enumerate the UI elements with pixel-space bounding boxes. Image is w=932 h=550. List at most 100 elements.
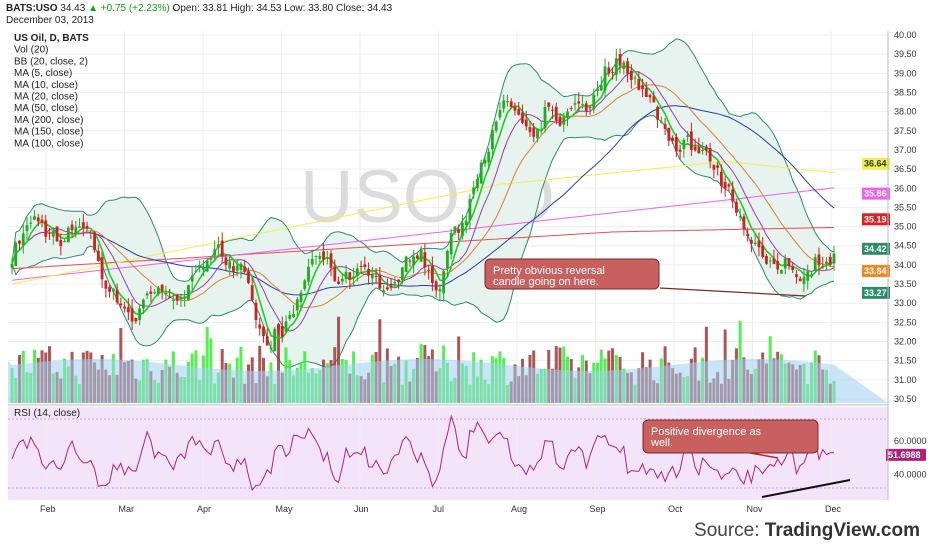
- candle-body: [637, 79, 641, 90]
- candle-body: [795, 274, 798, 278]
- candle-body: [689, 131, 693, 150]
- candle-body: [539, 129, 543, 131]
- high-label: High:: [230, 3, 254, 14]
- candle-body: [644, 88, 648, 97]
- candle-body: [247, 271, 250, 284]
- candle-body: [33, 216, 36, 220]
- candle-body: [389, 285, 393, 288]
- candle-body: [472, 187, 476, 195]
- rsi-tick-label: 60.0000: [894, 436, 927, 446]
- x-tick-label: Aug: [511, 504, 527, 514]
- candle-body: [828, 256, 832, 265]
- reversal-annotation-text: candle going on here.: [493, 276, 599, 288]
- ma100-line: [11, 160, 835, 285]
- symbol-label: BATS:USO: [6, 3, 58, 14]
- candle-body: [258, 324, 262, 329]
- candle-body: [584, 103, 588, 111]
- x-tick-label: Oct: [668, 504, 683, 514]
- candle-body: [798, 278, 802, 282]
- candle-body: [25, 225, 29, 231]
- candle-body: [198, 265, 202, 269]
- price-tick-label: 33.50: [894, 279, 917, 289]
- candle-body: [577, 101, 581, 104]
- candle-body: [164, 292, 168, 295]
- candle-body: [295, 299, 299, 311]
- candle-body: [750, 239, 753, 244]
- candle-body: [742, 216, 746, 230]
- candle-body: [288, 314, 292, 319]
- source-prefix: Source:: [694, 520, 765, 541]
- x-tick-label: Jul: [433, 504, 445, 514]
- candle-body: [209, 257, 213, 260]
- candle-body: [682, 139, 686, 149]
- divergence-annotation-box: [642, 419, 819, 454]
- price-tag-label: 33.84: [864, 266, 887, 276]
- candle-body: [825, 261, 828, 265]
- legend-entry: MA (200, close): [14, 115, 83, 126]
- candle-body: [243, 266, 247, 272]
- legend-entry: US Oil, D, BATS: [14, 33, 89, 44]
- legend-entry: MA (5, close): [14, 68, 72, 79]
- reversal-pointer-line: [659, 287, 807, 297]
- candle-body: [254, 302, 258, 321]
- candle-body: [134, 318, 138, 322]
- candle-body: [385, 287, 389, 290]
- candle-body: [310, 258, 314, 265]
- candle-body: [599, 85, 603, 91]
- candle-body: [656, 106, 659, 120]
- candle-body: [21, 233, 25, 246]
- x-tick-label: Sep: [590, 504, 606, 514]
- rsi-tag-label: 51.6988: [888, 450, 921, 460]
- candle-body: [521, 112, 524, 123]
- price-tick-label: 37.00: [894, 145, 917, 155]
- candle-body: [445, 250, 449, 269]
- candle-body: [303, 280, 307, 289]
- candle-body: [479, 162, 483, 184]
- candle-body: [723, 181, 727, 189]
- candle-body: [551, 109, 554, 111]
- candle-body: [663, 123, 667, 129]
- price-tick-label: 31.50: [894, 356, 917, 366]
- candle-body: [329, 253, 333, 268]
- candle-body: [701, 149, 705, 151]
- rsi-line: [11, 414, 834, 492]
- candle-body: [626, 61, 629, 74]
- candle-body: [239, 263, 243, 271]
- candle-body: [138, 308, 142, 321]
- ma150-line: [11, 187, 835, 281]
- candle-body: [832, 253, 836, 264]
- candle-body: [791, 266, 795, 271]
- candle-body: [727, 184, 731, 187]
- price-tag-label: 35.19: [864, 214, 887, 224]
- candle-body: [629, 70, 633, 80]
- candle-body: [89, 232, 93, 234]
- candle-body: [363, 264, 367, 268]
- candle-body: [487, 151, 491, 163]
- candle-body: [318, 256, 322, 259]
- candle-body: [10, 263, 14, 268]
- candle-body: [783, 258, 787, 269]
- candle-body: [738, 216, 742, 218]
- candle-body: [314, 255, 318, 257]
- candle-body: [427, 269, 431, 271]
- x-tick-label: Dec: [825, 504, 842, 514]
- candle-body: [659, 121, 663, 123]
- open-label: Open:: [172, 3, 200, 14]
- price-tick-label: 31.00: [894, 375, 917, 385]
- candle-body: [187, 285, 190, 300]
- reversal-annotation-box: [484, 258, 660, 290]
- candle-body: [498, 110, 502, 118]
- candle-body: [810, 274, 813, 277]
- candle-body: [761, 245, 765, 257]
- divergence-annotation-text: Positive divergence as: [651, 426, 762, 438]
- candle-body: [708, 148, 712, 162]
- low-label: Low:: [284, 3, 306, 14]
- candle-body: [468, 199, 472, 221]
- price-tick-label: 36.00: [894, 183, 917, 193]
- candle-body: [40, 219, 44, 223]
- candle-body: [18, 240, 21, 244]
- candle-body: [130, 308, 134, 322]
- x-tick-label: Feb: [40, 504, 56, 514]
